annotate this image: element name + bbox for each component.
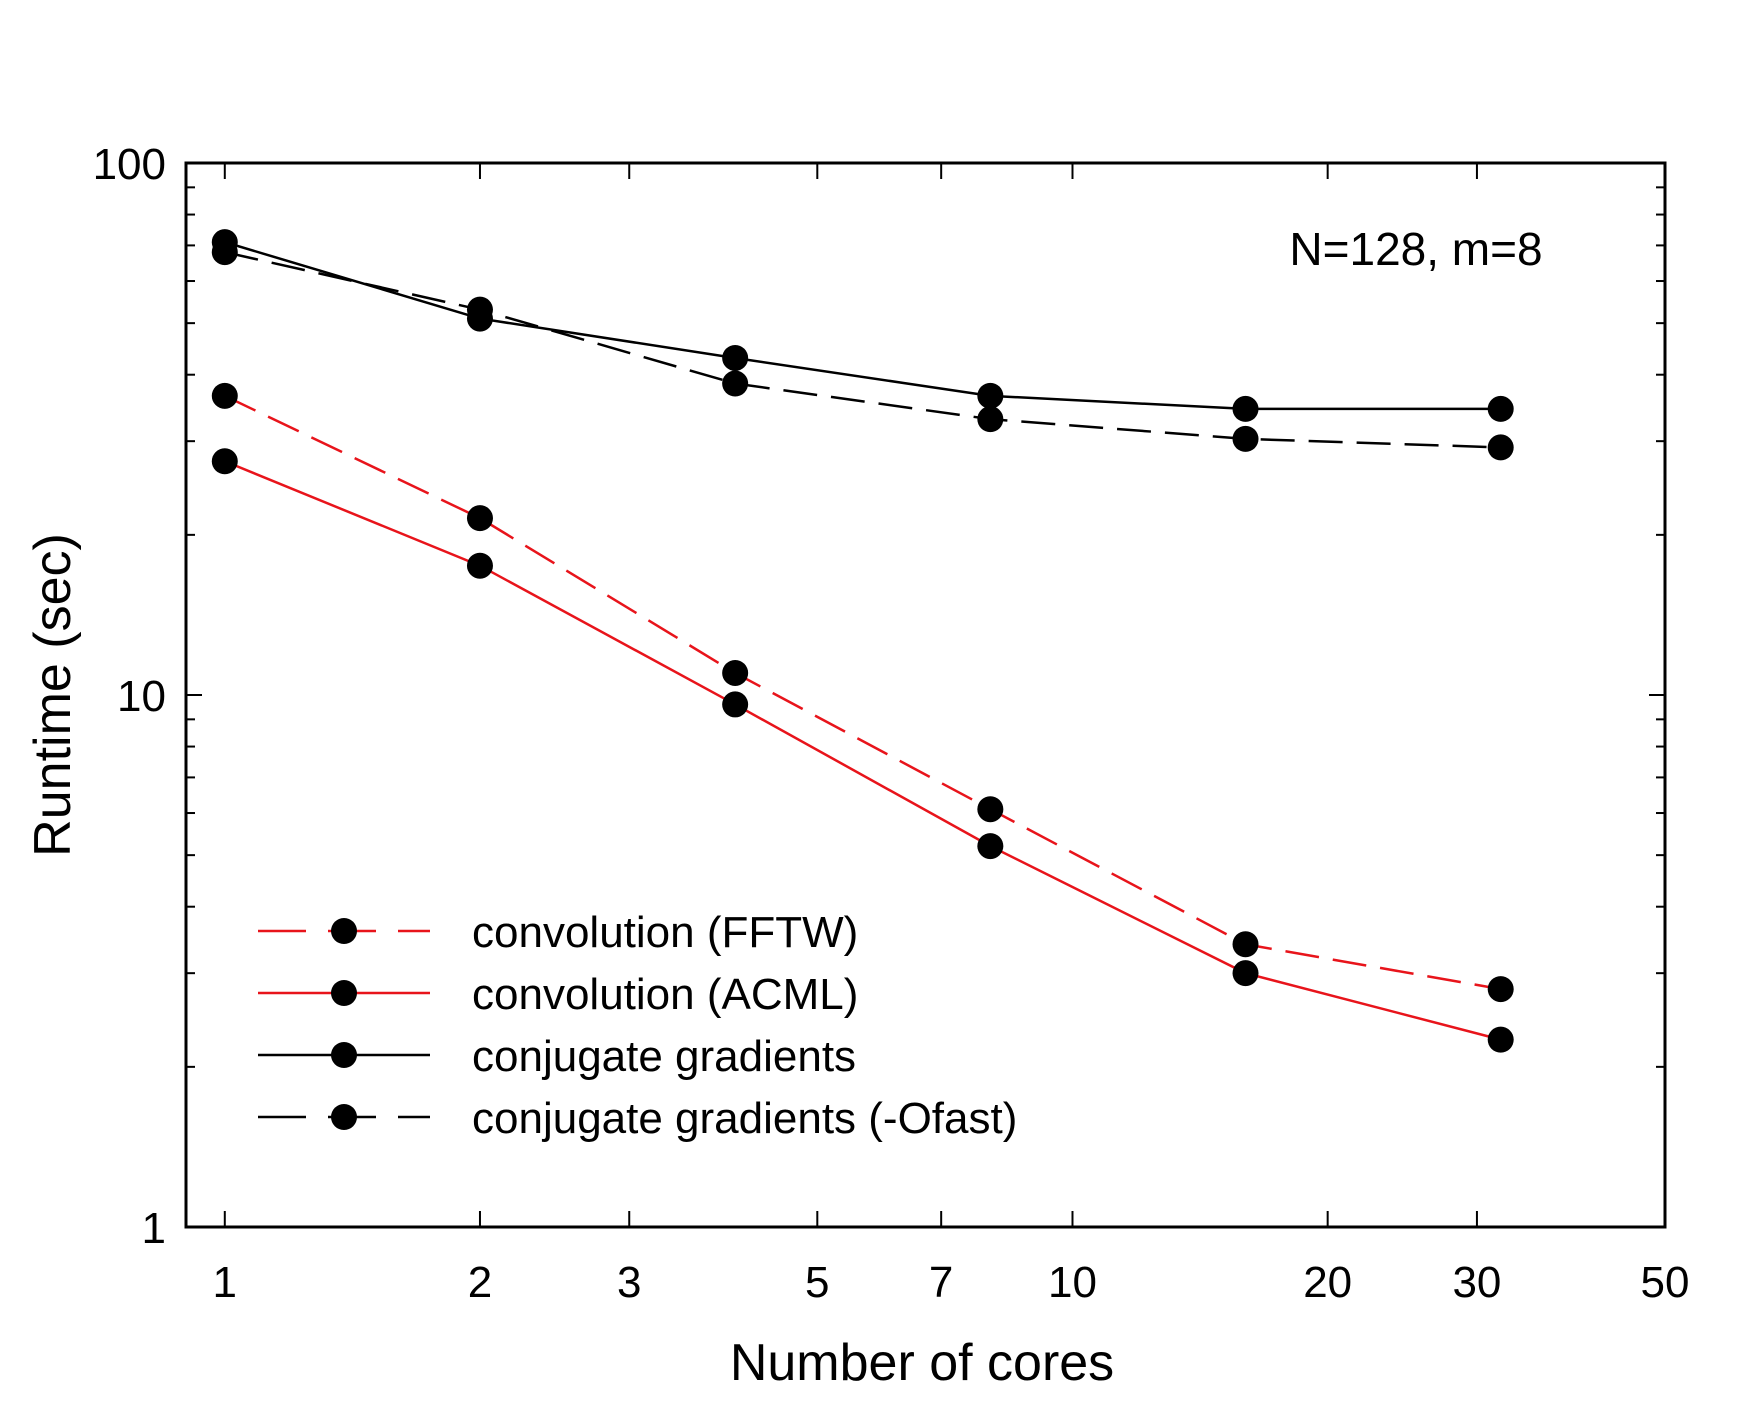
- legend-marker-conjugate-gradients: [331, 1042, 357, 1068]
- x-tick-label: 2: [468, 1258, 492, 1307]
- data-point-conjugate-gradients-ofast: [1487, 434, 1514, 461]
- x-tick-label: 20: [1303, 1258, 1352, 1307]
- data-point-convolution-acml: [211, 448, 238, 475]
- plot-frame: [184, 161, 1667, 1229]
- data-point-convolution-acml: [977, 833, 1004, 860]
- data-point-conjugate-gradients: [722, 344, 749, 371]
- x-tick-label: 5: [805, 1258, 829, 1307]
- series-line-convolution-acml: [224, 460, 1502, 1041]
- series-layer: [211, 229, 1514, 1053]
- data-point-conjugate-gradients-ofast: [211, 239, 238, 266]
- data-point-convolution-acml: [1232, 960, 1259, 987]
- x-axis-title: Number of cores: [730, 1334, 1114, 1392]
- data-point-conjugate-gradients: [977, 382, 1004, 409]
- legend-label-convolution-acml: convolution (ACML): [472, 970, 858, 1019]
- series-line-convolution-fftw: [224, 394, 1501, 991]
- data-point-conjugate-gradients: [1232, 395, 1259, 422]
- legend-marker-conjugate-gradients-ofast: [331, 1104, 357, 1130]
- data-point-conjugate-gradients-ofast: [466, 296, 493, 323]
- y-axis-title: Runtime (sec): [24, 533, 82, 857]
- data-point-convolution-acml: [1487, 1026, 1514, 1053]
- x-tick-label: 1: [213, 1258, 237, 1307]
- legend-marker-convolution-acml: [331, 980, 357, 1006]
- data-point-convolution-fftw: [466, 505, 493, 532]
- data-point-convolution-acml: [466, 552, 493, 579]
- data-point-convolution-fftw: [1487, 976, 1514, 1003]
- legend-marker-convolution-fftw: [331, 918, 357, 944]
- data-point-conjugate-gradients-ofast: [977, 406, 1004, 433]
- y-tick-label: 10: [117, 672, 166, 721]
- data-point-conjugate-gradients-ofast: [722, 370, 749, 397]
- x-tick-label: 50: [1641, 1258, 1690, 1307]
- x-tick-label: 3: [617, 1258, 641, 1307]
- data-point-convolution-acml: [722, 691, 749, 718]
- data-point-convolution-fftw: [722, 659, 749, 686]
- data-point-convolution-fftw: [1232, 931, 1259, 958]
- data-point-convolution-fftw: [211, 382, 238, 409]
- annotation-text: N=128, m=8: [1289, 223, 1542, 275]
- x-tick-label: 10: [1048, 1258, 1097, 1307]
- data-point-conjugate-gradients-ofast: [1232, 425, 1259, 452]
- x-tick-label: 30: [1452, 1258, 1501, 1307]
- legend-label-convolution-fftw: convolution (FFTW): [472, 908, 858, 957]
- x-tick-label: 7: [929, 1258, 953, 1307]
- legend-label-conjugate-gradients-ofast: conjugate gradients (-Ofast): [472, 1094, 1017, 1143]
- data-point-conjugate-gradients: [1487, 395, 1514, 422]
- legend-label-conjugate-gradients: conjugate gradients: [472, 1032, 856, 1081]
- series-line-conjugate-gradients: [224, 240, 1501, 411]
- y-tick-label: 100: [93, 140, 166, 189]
- data-point-convolution-fftw: [977, 796, 1004, 823]
- ticks-layer: 1 2 3 5 7 10 20 30 50 1 10 100: [93, 140, 1690, 1307]
- legend: convolution (FFTW) convolution (ACML) conj…: [258, 908, 1017, 1143]
- series-line-conjugate-gradients-ofast: [224, 250, 1501, 449]
- y-tick-label: 1: [142, 1204, 166, 1253]
